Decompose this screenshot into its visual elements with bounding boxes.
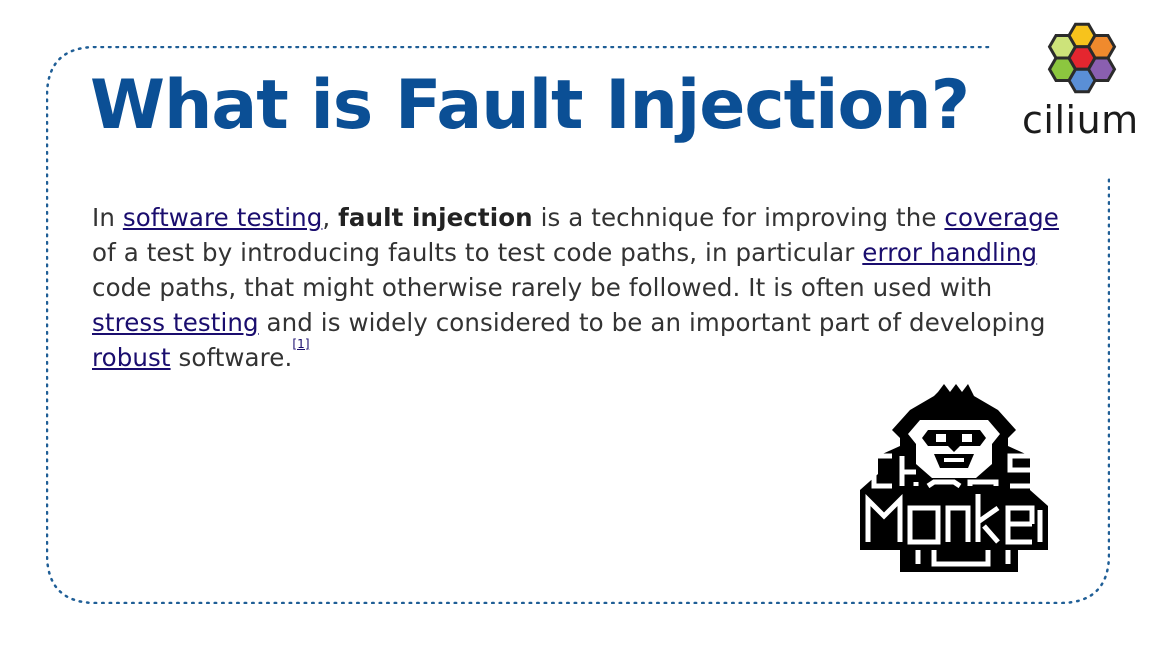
text-segment: code paths, that might otherwise rarely … xyxy=(92,273,993,302)
wiki-link[interactable]: software testing xyxy=(122,203,323,232)
citation-link[interactable]: [1] xyxy=(292,336,310,351)
text-segment: is a technique for improving the xyxy=(532,203,945,232)
chaos-monkey-icon xyxy=(858,382,1050,574)
wiki-link[interactable]: coverage xyxy=(944,203,1059,232)
cilium-logo-text: cilium xyxy=(1022,98,1139,142)
wiki-link[interactable]: stress testing xyxy=(92,308,259,337)
text-segment: In xyxy=(92,203,123,232)
wiki-link[interactable]: error handling xyxy=(862,238,1038,267)
text-segment: of a test by introducing faults to test … xyxy=(92,238,863,267)
wiki-link[interactable]: robust xyxy=(92,343,171,372)
cilium-logo xyxy=(1018,14,1138,144)
text-segment: and is widely considered to be an import… xyxy=(258,308,1046,337)
definition-paragraph: In software testing, fault injection is … xyxy=(92,200,1062,375)
text-segment: , xyxy=(322,203,339,232)
text-segment: software. xyxy=(170,343,293,372)
bold-term: fault injection xyxy=(338,203,533,232)
citation-superscript: [1] xyxy=(292,338,309,362)
slide-title: What is Fault Injection? xyxy=(90,66,970,145)
logo-hexagon xyxy=(1067,67,1097,94)
